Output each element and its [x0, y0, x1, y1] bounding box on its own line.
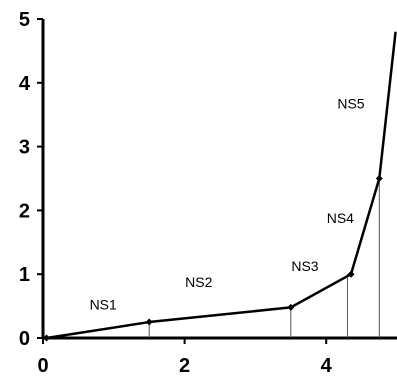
x-tick-label: 0 [37, 355, 48, 377]
zone-label: NS4 [327, 210, 354, 226]
zone-label: NS5 [337, 95, 364, 111]
data-point [347, 270, 355, 278]
tick-labels: 0 1 2 3 4 5 0 2 4 [19, 9, 333, 377]
y-tick-label: 3 [19, 137, 30, 159]
y-tick-label: 1 [19, 264, 30, 286]
y-tick-label: 5 [19, 9, 30, 31]
y-tick-label: 2 [19, 200, 30, 222]
x-tick-label: 4 [321, 355, 333, 377]
zone-label: NS1 [90, 296, 117, 312]
data-point [43, 334, 51, 342]
series-group [43, 31, 397, 342]
data-point [145, 318, 153, 326]
data-point [287, 303, 295, 311]
zone-label: NS2 [185, 274, 212, 290]
series-line [46, 31, 397, 340]
y-tick-label: 0 [19, 328, 30, 350]
axes [37, 18, 397, 344]
y-tick-label: 4 [19, 73, 31, 95]
zone-label: NS3 [291, 258, 318, 274]
annotations: NS1 NS2 NS3 NS4 NS5 [90, 95, 365, 312]
data-point [375, 175, 383, 182]
x-tick-label: 2 [179, 355, 190, 377]
vertical-lines [148, 178, 380, 338]
